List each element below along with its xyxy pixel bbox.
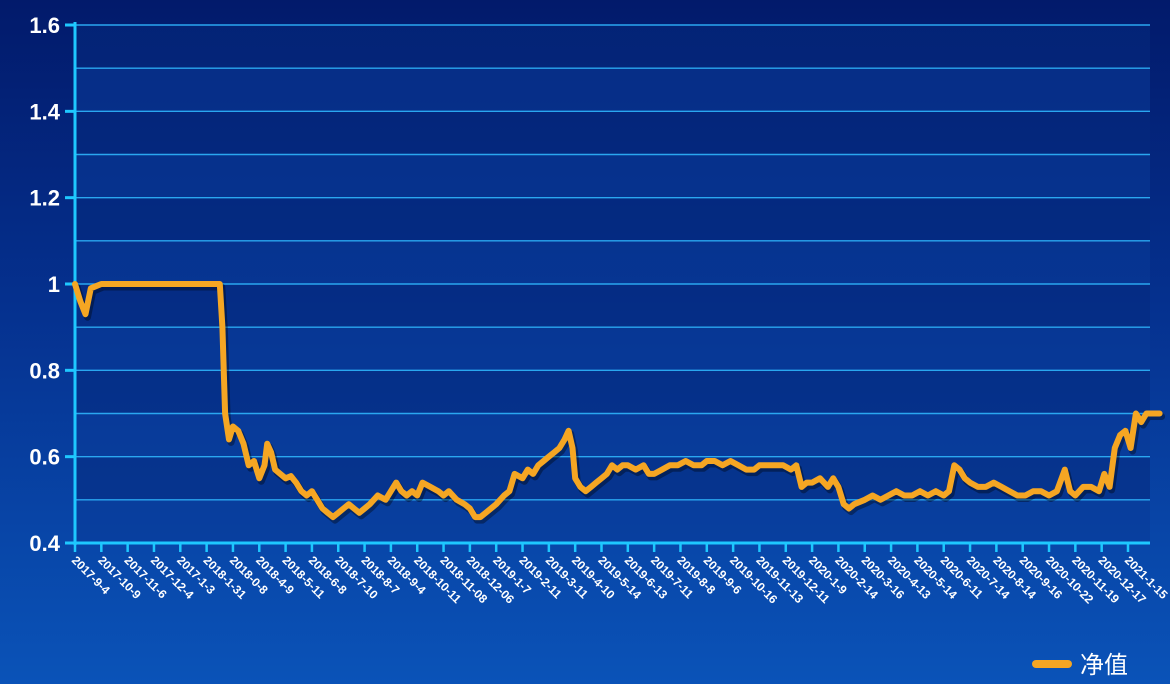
plot-bands (75, 25, 1150, 543)
y-tick-labels: 0.4 0.6 0.8 1 1.2 1.4 1.6 (29, 13, 60, 556)
series-layer (72, 281, 1166, 524)
plot-band (75, 370, 1150, 414)
y-tick-label: 1.6 (29, 13, 60, 38)
plot-band (75, 111, 1150, 155)
series-line-net-value (72, 281, 1163, 521)
plot-band (75, 197, 1150, 241)
plot-band (75, 154, 1150, 198)
plot-band (75, 327, 1150, 371)
y-tick-label: 0.4 (29, 531, 60, 556)
legend: 净值 (1032, 651, 1128, 679)
y-tick-label: 0.8 (29, 358, 60, 383)
x-tick-labels: 2017-9-42017-10-92017-11-62017-12-42017-… (69, 553, 1170, 607)
plot-band (75, 284, 1150, 328)
y-tick-label: 1.2 (29, 186, 60, 211)
y-tick-label: 1 (48, 272, 60, 297)
legend-label-net-value: 净值 (1080, 651, 1128, 679)
plot-band (75, 413, 1150, 457)
grid-lines (75, 24, 1150, 501)
y-tick-label: 1.4 (29, 99, 60, 124)
plot-band (75, 68, 1150, 112)
plot-band (75, 499, 1150, 543)
plot-band (75, 25, 1150, 69)
axes (65, 22, 1150, 552)
plot-band (75, 240, 1150, 284)
y-tick-label: 0.6 (29, 445, 60, 470)
